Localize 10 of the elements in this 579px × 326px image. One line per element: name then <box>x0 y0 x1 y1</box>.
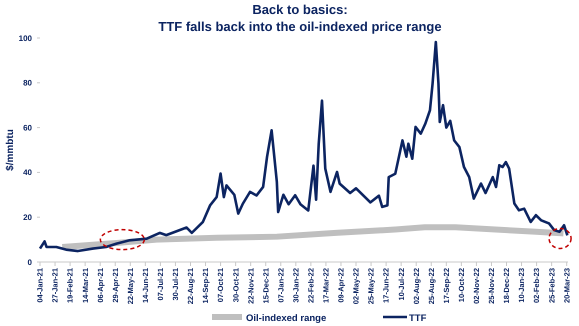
chart-title: Back to basics: TTF falls back into the oil-indexed price range <box>158 2 442 34</box>
y-tick-label: 100 <box>18 34 33 43</box>
y-tick-label: 20 <box>23 213 33 222</box>
y-tick-label: 60 <box>23 123 33 132</box>
y-tick-label: 0 <box>28 258 33 267</box>
y-tick-label: 40 <box>23 168 33 178</box>
legend-label: TTF <box>409 312 427 324</box>
legend-label: Oil-indexed range <box>246 312 326 324</box>
y-tick-label: 80 <box>23 78 33 88</box>
y-axis-title: $/mmbtu <box>5 129 16 171</box>
